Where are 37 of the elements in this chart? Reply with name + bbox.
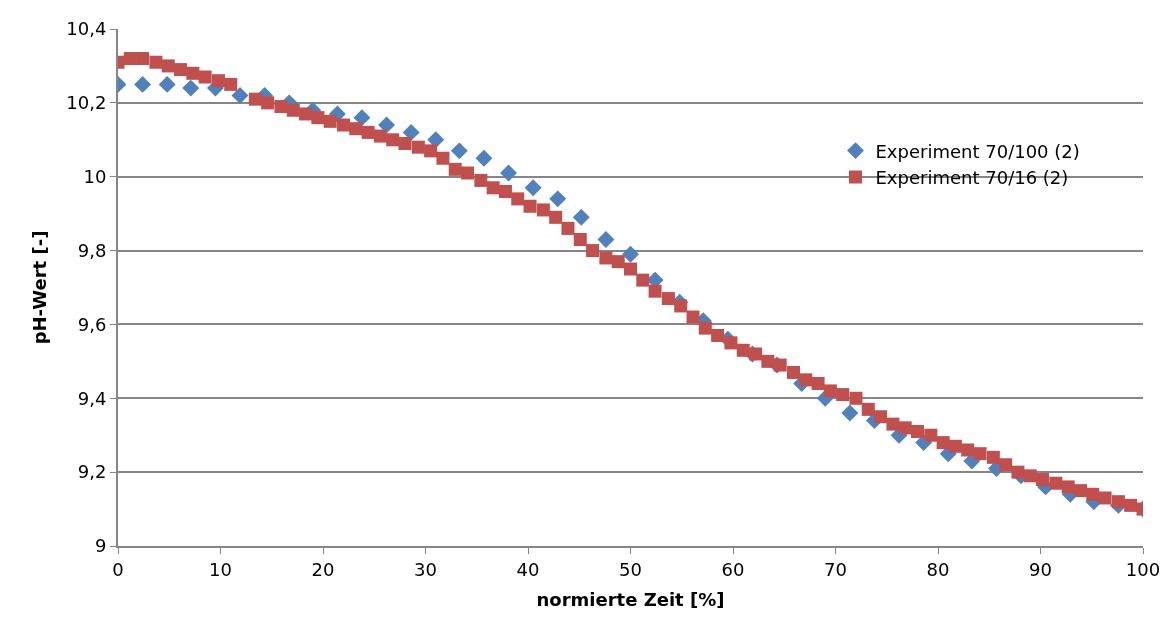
- y-tick-label: 9,8: [77, 239, 107, 261]
- y-tick-label: 9: [94, 535, 107, 557]
- legend-label: Experiment 70/16 (2): [875, 167, 1069, 189]
- y-tick-label: 10: [83, 166, 107, 188]
- point: [500, 164, 517, 182]
- point: [182, 79, 200, 97]
- y-tick-label: 10,2: [66, 92, 107, 114]
- point: [450, 142, 468, 160]
- x-tick-label: 100: [1125, 558, 1161, 580]
- legend-label: Experiment 70/100 (2): [875, 140, 1080, 162]
- point: [572, 208, 590, 226]
- point: [622, 245, 639, 263]
- x-tick-label: 10: [209, 558, 232, 580]
- x-tick-label: 90: [1029, 558, 1052, 580]
- point: [597, 231, 615, 248]
- x-tick-label: 50: [619, 558, 642, 580]
- x-tick-label: 40: [516, 558, 540, 580]
- y-tick-label: 9,4: [77, 387, 107, 409]
- point: [524, 179, 542, 197]
- y-tick-label: 10,4: [66, 18, 107, 40]
- x-tick-label: 80: [926, 558, 950, 580]
- y-tick-label: 9,6: [77, 313, 107, 335]
- point: [134, 75, 152, 93]
- y-tick-label: 9,2: [77, 461, 107, 483]
- x-tick-label: 60: [721, 558, 745, 580]
- x-tick-label: 30: [414, 558, 437, 580]
- point: [549, 190, 567, 208]
- y-axis-title: pH-Wert [-]: [29, 230, 51, 345]
- point: [158, 75, 176, 93]
- point: [475, 149, 493, 167]
- x-tick-label: 0: [112, 558, 124, 580]
- point: [231, 87, 249, 104]
- x-axis-title: normierte Zeit [%]: [536, 589, 725, 611]
- point: [353, 109, 371, 127]
- x-tick-label: 20: [311, 558, 335, 580]
- x-tick-label: 70: [824, 558, 847, 580]
- point: [841, 404, 859, 422]
